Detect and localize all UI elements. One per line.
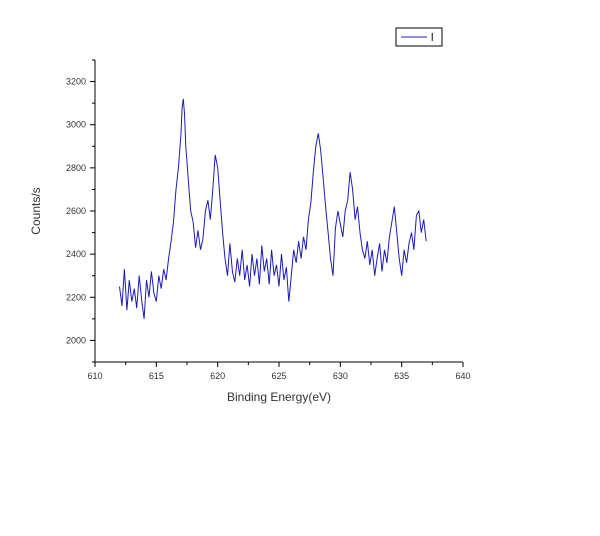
y-tick-label: 3200 [66, 77, 86, 87]
y-axis-label: Counts/s [29, 187, 43, 234]
y-tick-label: 2400 [66, 249, 86, 259]
x-tick-label: 640 [455, 371, 470, 381]
x-axis-label: Binding Energy(eV) [227, 390, 331, 404]
legend-label: l [431, 32, 433, 44]
x-tick-label: 625 [271, 371, 286, 381]
x-tick-label: 630 [333, 371, 348, 381]
x-tick-label: 610 [87, 371, 102, 381]
x-ticks: 610 615 620 625 630 635 640 [87, 362, 471, 381]
x-tick-label: 615 [149, 371, 164, 381]
series-line [119, 98, 427, 319]
y-tick-label: 2200 [66, 292, 86, 302]
y-ticks: 2000 2200 2400 2600 2800 3000 3200 [66, 59, 95, 363]
y-tick-label: 2000 [66, 335, 86, 345]
x-tick-label: 635 [394, 371, 409, 381]
y-tick-label: 2800 [66, 163, 86, 173]
x-tick-label: 620 [210, 371, 225, 381]
legend: l [395, 27, 443, 47]
axes [94, 60, 463, 363]
y-tick-label: 3000 [66, 120, 86, 130]
y-tick-label: 2600 [66, 206, 86, 216]
